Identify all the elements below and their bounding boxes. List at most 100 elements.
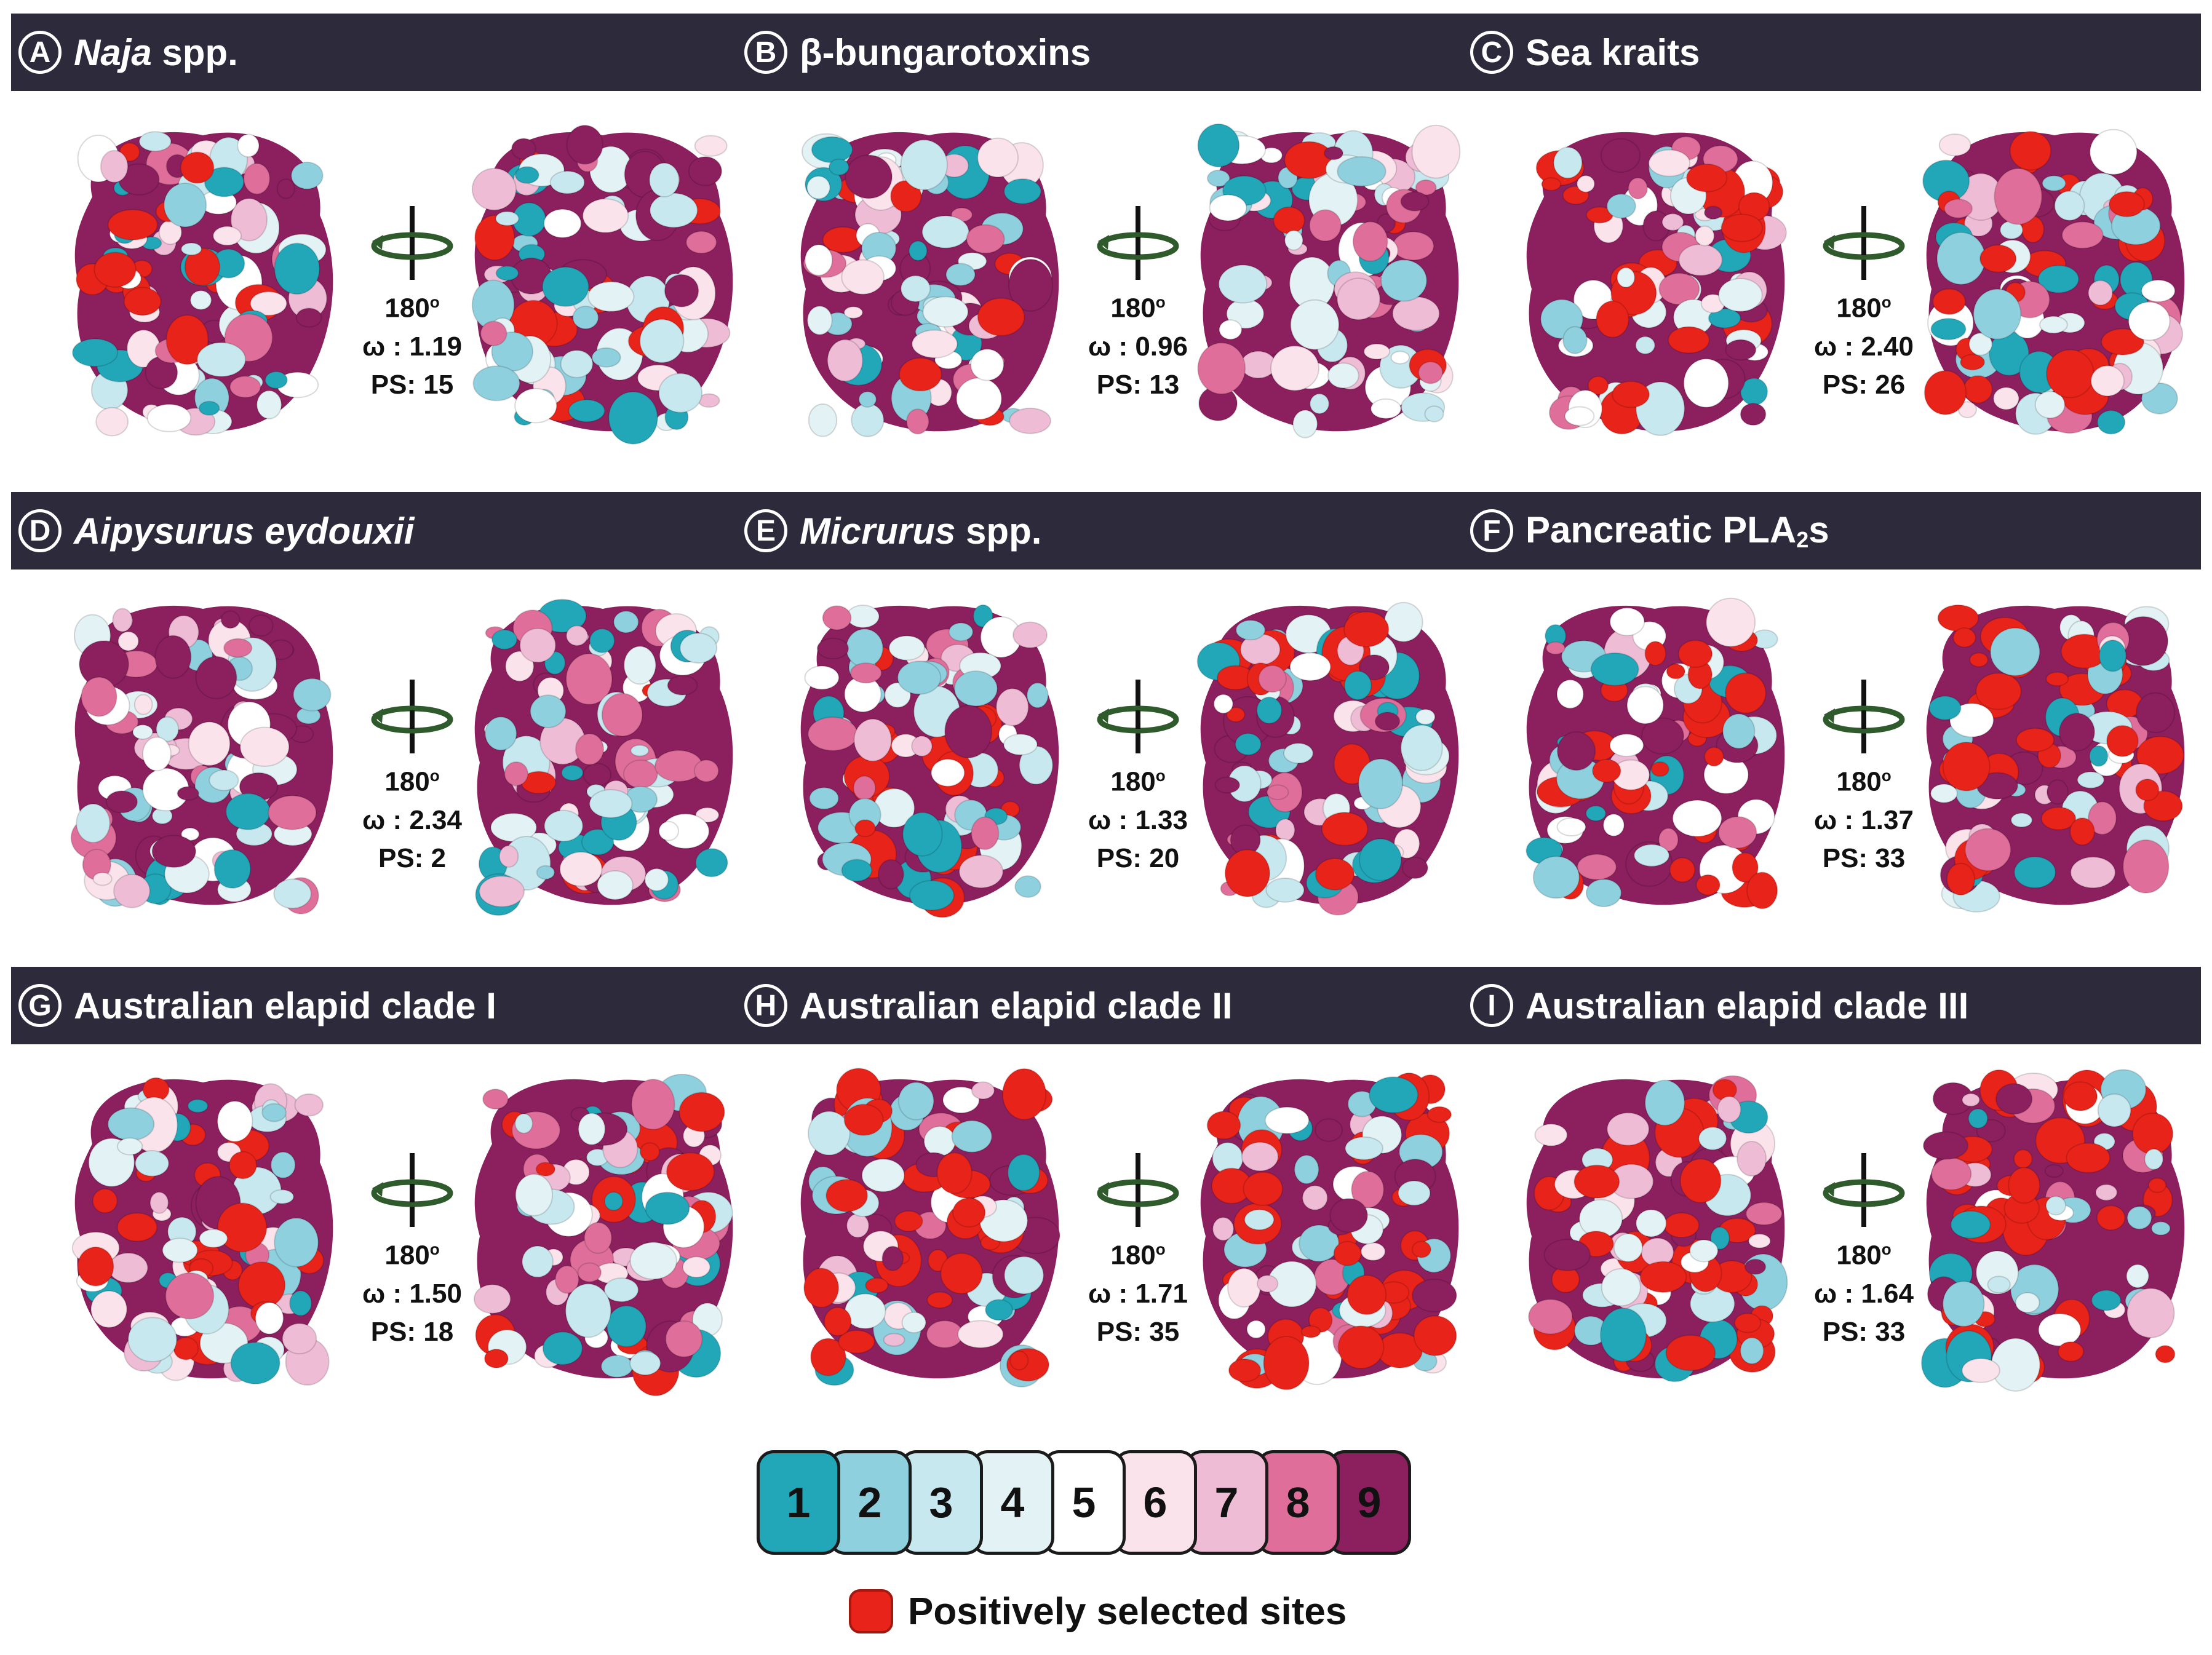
panel-i-structure-back	[1907, 1058, 2202, 1402]
panel-h-rotation-degrees: 180o	[1110, 1240, 1166, 1271]
panel-h-title: Australian elapid clade II	[800, 985, 1233, 1027]
panel-b-letter: B	[744, 31, 787, 74]
panel-a-structure-front-image	[71, 131, 333, 437]
panel-d-heading: D Aipysurus eydouxii	[18, 492, 414, 570]
panel-f-title: Pancreatic PLA2s	[1526, 509, 1829, 553]
panel-h-heading: H Australian elapid clade II	[744, 967, 1233, 1044]
panel-i-structure-front-image	[1526, 1075, 1788, 1383]
panel-g-rotation-degrees: 180o	[384, 1240, 440, 1271]
panel-d-title: Aipysurus eydouxii	[74, 510, 414, 552]
panel-e-title: Micrurus spp.	[800, 510, 1041, 552]
scale-cell-5: 5	[1042, 1450, 1126, 1555]
scale-cell-4: 4	[971, 1450, 1054, 1555]
panel-f-title-text: Pancreatic PLA	[1526, 509, 1797, 550]
panel-e-structure-front	[781, 584, 1076, 929]
panel-h-rotation-stats: 180o ω : 1.71 PS: 35	[1083, 1150, 1193, 1408]
panel-h-ps-count: PS: 35	[1096, 1316, 1180, 1347]
panel-b-title: β-bungarotoxins	[800, 31, 1091, 74]
panel-c-structure-front	[1507, 111, 1802, 455]
panel-g-title: Australian elapid clade I	[74, 985, 496, 1027]
header-bar-row-2	[11, 492, 2201, 570]
panel-d-structure-front-image	[70, 605, 333, 915]
header-bar-row-1	[11, 14, 2201, 91]
panel-e-structure-front-image	[800, 604, 1059, 918]
panel-h-structure-back	[1181, 1058, 1476, 1402]
panel-g-structure-back	[455, 1058, 750, 1402]
panel-e-title-italic: Micrurus	[800, 510, 956, 552]
panel-f-structure-front-image	[1526, 597, 1785, 910]
panel-c-title-text: Sea kraits	[1526, 31, 1700, 73]
positive-selection-label: Positively selected sites	[908, 1590, 1347, 1633]
panel-b-structure-back	[1181, 111, 1476, 455]
panel-a-structure-back-image	[471, 124, 733, 445]
panel-e-structure-back-image	[1196, 601, 1459, 916]
panel-c-structure-front-image	[1526, 132, 1787, 436]
panel-i-heading: I Australian elapid clade III	[1470, 967, 1968, 1044]
panel-g-structure-front	[55, 1058, 351, 1402]
panel-b-structure-back-image	[1197, 123, 1461, 439]
panel-e-title-text: spp.	[955, 510, 1042, 552]
panel-a-title-text: spp.	[151, 31, 238, 73]
panel-c-heading: C Sea kraits	[1470, 14, 1700, 91]
panel-h-structure-front-image	[800, 1068, 1060, 1388]
panel-g-title-text: Australian elapid clade I	[74, 985, 496, 1026]
panel-d-rotation-stats: 180o ω : 2.34 PS: 2	[357, 677, 467, 935]
panel-g-structure-back-image	[473, 1073, 733, 1397]
panel-e-rotation-degrees: 180o	[1110, 766, 1166, 797]
panel-c-letter: C	[1470, 31, 1513, 74]
panel-d-structure-front	[55, 584, 351, 929]
panel-i-ps-count: PS: 33	[1822, 1316, 1906, 1347]
panel-c-structure-back-image	[1922, 129, 2185, 435]
panel-d-structure-back-image	[474, 598, 733, 916]
panel-f-heading: F Pancreatic PLA2s	[1470, 492, 1829, 570]
positive-selection-swatch	[849, 1589, 893, 1633]
rotation-arrow-icon	[1823, 206, 1905, 280]
panel-a-structure-front	[55, 111, 351, 455]
panel-d-rotation-degrees: 180o	[384, 766, 440, 797]
panel-a-title: Naja spp.	[74, 31, 238, 74]
panel-i-rotation-stats: 180o ω : 1.64 PS: 33	[1808, 1150, 1919, 1408]
panel-e-omega-value: ω : 1.33	[1088, 804, 1188, 835]
panel-i-rotation-degrees: 180o	[1836, 1240, 1892, 1271]
scale-cell-1: 1	[757, 1450, 840, 1555]
panel-d-ps-count: PS: 2	[378, 843, 447, 873]
rotation-arrow-icon	[371, 680, 453, 753]
panel-g-omega-value: ω : 1.50	[362, 1278, 462, 1309]
panel-a-rotation-degrees: 180o	[384, 293, 440, 323]
panel-a-ps-count: PS: 15	[370, 369, 454, 400]
panel-h-structure-front	[781, 1058, 1076, 1402]
panel-e-structure-back	[1181, 584, 1476, 929]
rotation-arrow-icon	[371, 206, 453, 280]
panel-c-ps-count: PS: 26	[1822, 369, 1906, 400]
panel-f-ps-count: PS: 33	[1822, 843, 1906, 873]
panel-d-structure-back	[455, 584, 750, 929]
panel-e-heading: E Micrurus spp.	[744, 492, 1041, 570]
positive-selection-legend: Positively selected sites	[849, 1589, 1347, 1633]
panel-a-heading: A Naja spp.	[18, 14, 238, 91]
panel-f-structure-back-image	[1926, 604, 2185, 913]
panel-b-rotation-stats: 180o ω : 0.96 PS: 13	[1083, 203, 1193, 461]
panel-a-letter: A	[18, 31, 62, 74]
panel-h-omega-value: ω : 1.71	[1088, 1278, 1188, 1309]
panel-c-structure-back	[1907, 111, 2202, 455]
panel-c-rotation-degrees: 180o	[1836, 293, 1892, 323]
panel-h-title-text: Australian elapid clade II	[800, 985, 1233, 1026]
scale-cell-7: 7	[1185, 1450, 1268, 1555]
panel-f-title-subscript: 2	[1796, 527, 1809, 552]
panel-d-letter: D	[18, 509, 62, 552]
panel-i-title: Australian elapid clade III	[1526, 985, 1968, 1027]
panel-b-omega-value: ω : 0.96	[1088, 331, 1188, 362]
panel-f-title-tail: s	[1808, 509, 1829, 550]
panel-g-ps-count: PS: 18	[370, 1316, 454, 1347]
panel-c-title: Sea kraits	[1526, 31, 1700, 74]
panel-g-structure-front-image	[71, 1077, 333, 1386]
panel-c-rotation-stats: 180o ω : 2.40 PS: 26	[1808, 203, 1919, 461]
panel-g-heading: G Australian elapid clade I	[18, 967, 496, 1044]
scale-cell-2: 2	[828, 1450, 912, 1555]
panel-i-title-text: Australian elapid clade III	[1526, 985, 1969, 1026]
scale-cell-3: 3	[899, 1450, 983, 1555]
panel-f-structure-back	[1907, 584, 2202, 929]
panel-a-title-italic: Naja	[74, 31, 152, 73]
